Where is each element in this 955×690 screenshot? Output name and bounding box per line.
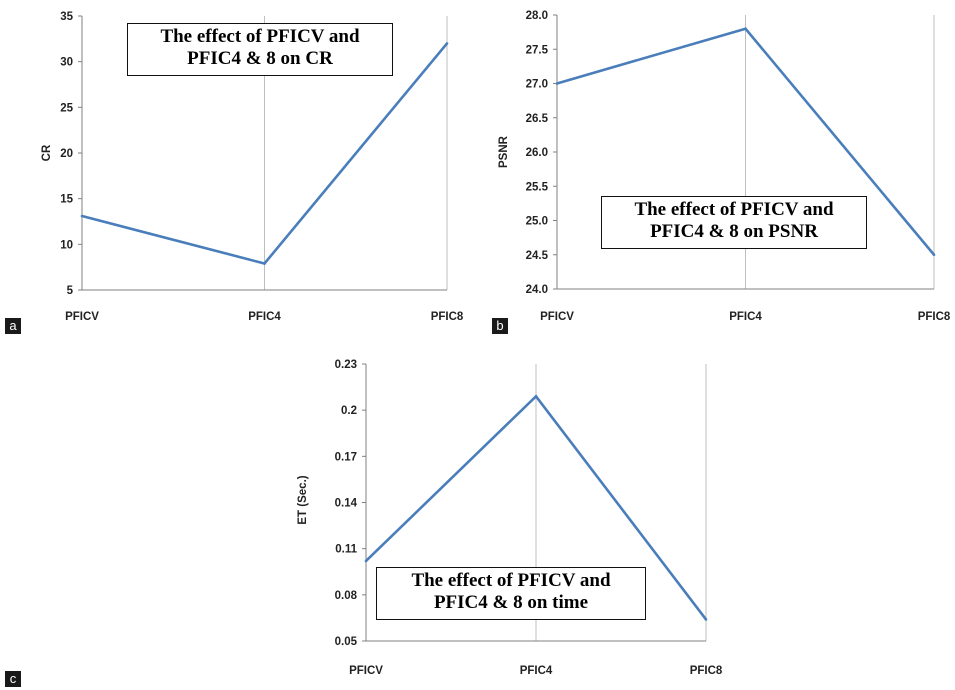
chart-b-y-tick-label: 26.0 [526, 147, 548, 159]
chart-c-data-point [534, 395, 538, 398]
chart-c-title-line-2: PFIC4 & 8 on time [433, 592, 589, 613]
chart-a-y-tick-label: 5 [67, 285, 74, 297]
chart-b-y-tick-label: 28.0 [526, 10, 548, 22]
chart-c-y-tick-label: 0.23 [335, 359, 357, 371]
chart-panel-b: 24.0 24.5 25.0 25.5 26.0 26.5 27.0 27.5 28.0 PFIC… [477, 0, 955, 340]
chart-a-x-tick-label: PFIC4 [248, 311, 281, 323]
chart-c-svg: 0.05 0.08 0.11 0.14 0.17 0.2 0.23 PFICV PFIC4 PFI… [297, 359, 723, 677]
chart-b-data-point [555, 82, 559, 85]
chart-c-y-axis-title: ET (Sec.) [297, 475, 309, 524]
chart-a-y-tick-label: 10 [60, 239, 73, 251]
chart-b-title-line-1: The effect of PFICV and [634, 199, 834, 220]
chart-b-y-tick-label: 27.0 [526, 79, 548, 91]
chart-a-data-point [445, 42, 449, 45]
chart-a-y-axis-title: CR [41, 144, 53, 161]
chart-c-y-tick-label: 0.17 [335, 451, 357, 463]
chart-a-title-line-2: PFIC4 & 8 on CR [187, 48, 333, 69]
chart-a-x-tick-label: PFICV [65, 311, 99, 323]
chart-c-title-box: The effect of PFICV and PFIC4 & 8 on tim… [376, 567, 646, 620]
chart-c-y-tick-label: 0.05 [335, 636, 358, 648]
chart-a-y-tick-label: 25 [60, 102, 73, 114]
chart-b-y-tick-label: 25.5 [526, 181, 549, 193]
chart-a-data-point [80, 214, 84, 218]
chart-b-svg: 24.0 24.5 25.0 25.5 26.0 26.5 27.0 27.5 28.0 PFIC… [498, 10, 951, 323]
chart-panel-c: 0.05 0.08 0.11 0.14 0.17 0.2 0.23 PFICV PFIC4 PFI… [0, 348, 955, 690]
chart-b-x-tick-label: PFIC4 [729, 311, 762, 323]
chart-b-x-tick-label: PFIC8 [918, 311, 951, 323]
chart-a-data-point [263, 262, 266, 265]
chart-a-y-tick-label: 20 [60, 148, 73, 160]
chart-b-title-box: The effect of PFICV and PFIC4 & 8 on PSN… [601, 196, 867, 249]
chart-a-y-tick-label: 15 [60, 194, 73, 206]
panel-label-a: a [5, 318, 21, 334]
chart-b-title-line-2: PFIC4 & 8 on PSNR [650, 221, 818, 242]
chart-a-y-tick-label: 30 [60, 57, 73, 69]
chart-c-x-tick-label: PFIC4 [520, 665, 553, 677]
chart-panel-a: 5 10 15 20 25 30 35 PFICV PFIC4 PFIC8 CR The effec… [0, 0, 470, 340]
chart-a-svg: 5 10 15 20 25 30 35 PFICV PFIC4 PFIC8 CR [41, 11, 464, 323]
chart-b-y-tick-label: 24.5 [526, 250, 549, 262]
chart-c-y-tick-label: 0.11 [335, 544, 357, 556]
chart-b-y-tick-label: 24.0 [526, 284, 548, 296]
chart-b-y-axis-title: PSNR [498, 135, 510, 168]
chart-b-y-tick-label: 26.5 [526, 113, 549, 125]
chart-b-x-tick-label: PFICV [540, 311, 574, 323]
chart-c-y-tick-label: 0.08 [335, 590, 358, 602]
chart-a-title-line-1: The effect of PFICV and [160, 26, 360, 47]
chart-c-title-line-1: The effect of PFICV and [411, 570, 611, 591]
chart-c-x-tick-label: PFICV [349, 665, 383, 677]
chart-b-data-point [744, 27, 747, 31]
chart-a-y-tick-label: 35 [60, 11, 73, 23]
chart-c-data-point [364, 559, 368, 563]
chart-c-y-tick-label: 0.14 [335, 498, 358, 510]
chart-b-y-tick-label: 25.0 [526, 216, 548, 228]
chart-b-data-point [932, 253, 936, 257]
chart-a-x-tick-label: PFIC8 [431, 311, 464, 323]
chart-c-data-point [704, 618, 708, 621]
chart-a-title-box: The effect of PFICV and PFIC4 & 8 on CR [127, 23, 393, 76]
panel-label-b: b [492, 318, 508, 334]
chart-c-x-tick-label: PFIC8 [690, 665, 723, 677]
chart-c-y-tick-label: 0.2 [341, 405, 357, 417]
panel-label-c: c [5, 671, 21, 687]
chart-b-y-tick-label: 27.5 [526, 44, 549, 56]
